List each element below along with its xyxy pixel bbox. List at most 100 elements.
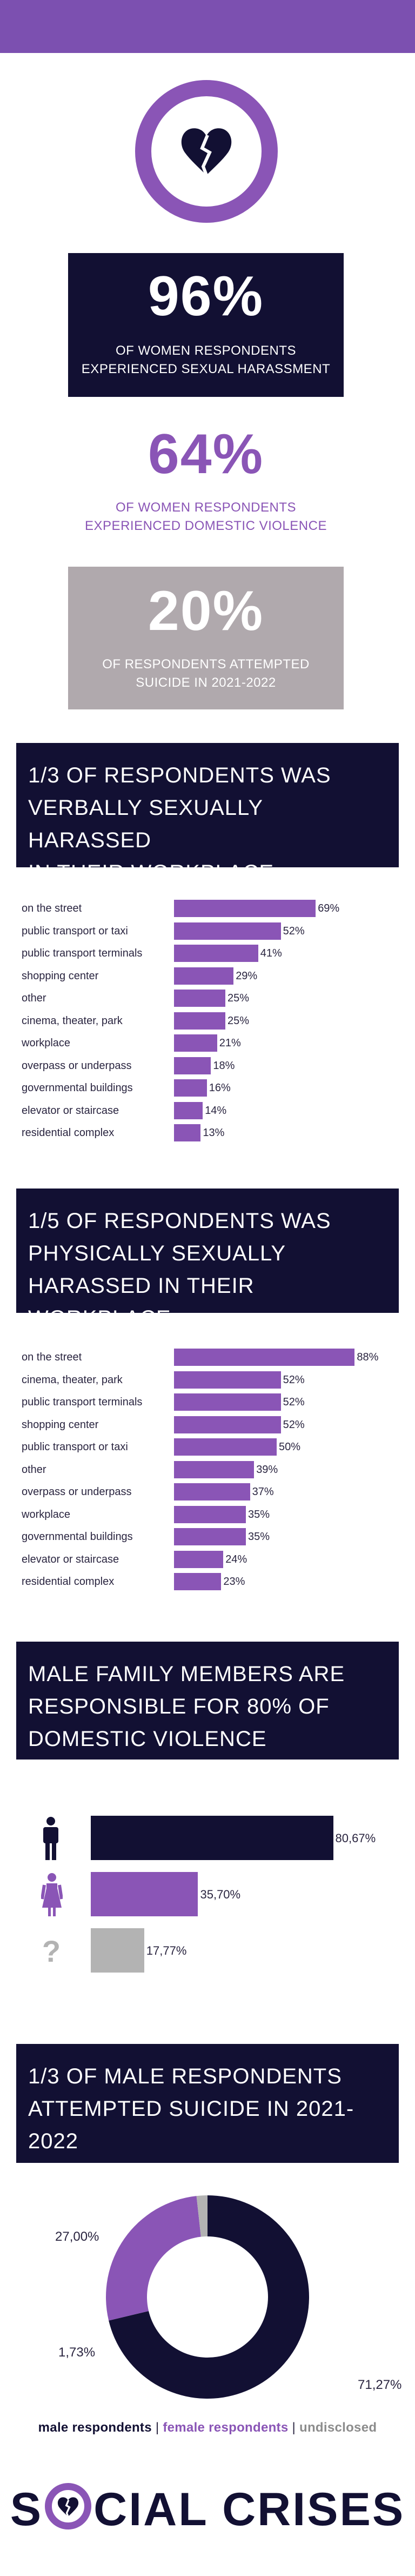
- bar-row: workplace 35%: [16, 1504, 399, 1525]
- stat-value: 96%: [148, 265, 264, 328]
- bar: [174, 1505, 246, 1523]
- bar-value-label: 52%: [283, 1418, 305, 1431]
- bar: [91, 1816, 333, 1860]
- bar-value-label: 18%: [213, 1059, 235, 1072]
- bar-value-label: 23%: [223, 1576, 245, 1588]
- stat-caption-line: EXPERIENCED SEXUAL HARASSMENT: [81, 362, 331, 376]
- bar-category-label: cinema, theater, park: [22, 1014, 123, 1027]
- bar: [174, 900, 316, 917]
- bar-value-label: 41%: [260, 947, 282, 959]
- bar-category-label: elevator or staircase: [22, 1553, 119, 1565]
- legend-undisclosed: undisclosed: [299, 2420, 377, 2435]
- stat-suicide-attempt: 20% OF RESPONDENTS ATTEMPTED SUICIDE IN …: [68, 567, 344, 709]
- heading-domestic-violence: MALE FAMILY MEMBERS ARE RESPONSIBLE FOR …: [16, 1642, 399, 1760]
- verbal-harassment-bar-chart: on the street 69% public transport or taxi…: [16, 898, 399, 1146]
- bar-category-label: other: [22, 992, 46, 1004]
- heading-line: DOMESTIC VIOLENCE: [28, 1727, 267, 1751]
- bar-row: overpass or underpass 18%: [16, 1055, 399, 1077]
- bar-category-label: elevator or staircase: [22, 1104, 119, 1117]
- perpetrator-row-female: 35,70%: [0, 1872, 415, 1916]
- heading-line: ATTEMPTED SUICIDE IN 2021-: [28, 2097, 354, 2121]
- bar: [174, 1483, 250, 1501]
- bar-row: public transport terminals 52%: [16, 1391, 399, 1413]
- bar: [174, 967, 234, 985]
- bar: [174, 1057, 211, 1074]
- heading-line: PHYSICALLY SEXUALLY: [28, 1241, 286, 1265]
- bar-category-label: shopping center: [22, 970, 99, 982]
- heading-line: 1/5 OF RESPONDENTS WAS: [28, 1209, 331, 1233]
- bar-value-label: 29%: [236, 970, 258, 982]
- bar: [91, 1872, 198, 1916]
- stat-domestic-violence: 64% OF WOMEN RESPONDENTS EXPERIENCED DOM…: [68, 420, 344, 545]
- bar-value-label: 69%: [318, 902, 340, 914]
- brand-text-right: CIAL CRISES: [93, 2484, 405, 2535]
- bar-category-label: on the street: [22, 1351, 82, 1363]
- bar: [174, 1416, 281, 1433]
- bar-row: residential complex 23%: [16, 1571, 399, 1592]
- bar-category-label: shopping center: [22, 1418, 99, 1431]
- legend-male: male respondents: [38, 2420, 152, 2435]
- bar-row: shopping center 29%: [16, 965, 399, 987]
- bar-value-label: 80,67%: [335, 1831, 376, 1845]
- bar-value-label: 52%: [283, 1396, 305, 1408]
- perpetrator-row-male: 80,67%: [0, 1816, 415, 1860]
- donut-slice: [106, 2196, 201, 2321]
- bar: [174, 1101, 203, 1119]
- bar-category-label: governmental buildings: [22, 1531, 133, 1543]
- bar: [91, 1928, 144, 1973]
- bar: [174, 990, 225, 1007]
- legend-female: female respondents: [163, 2420, 289, 2435]
- bar-category-label: other: [22, 1463, 46, 1476]
- female-person-icon: [41, 1873, 63, 1916]
- bar: [174, 1528, 246, 1545]
- bar-value-label: 13%: [203, 1127, 225, 1139]
- bar-value-label: 52%: [283, 925, 305, 937]
- donut-value-label: 1,73%: [58, 2345, 95, 2360]
- heading-line: MALE FAMILY MEMBERS ARE: [28, 1662, 345, 1686]
- bar: [174, 1550, 224, 1568]
- bar-value-label: 25%: [227, 1014, 250, 1027]
- stat-value: 64%: [148, 423, 264, 486]
- bar-row: cinema, theater, park 52%: [16, 1369, 399, 1391]
- bar-category-label: public transport terminals: [22, 947, 143, 959]
- bar: [174, 1034, 217, 1052]
- heading-verbal-harassment: 1/3 OF RESPONDENTS WAS VERBALLY SEXUALLY…: [16, 743, 399, 885]
- broken-heart-icon: [57, 2497, 79, 2517]
- stat-caption-line: OF RESPONDENTS ATTEMPTED: [102, 657, 310, 672]
- question-mark-icon: ?: [43, 1935, 59, 1967]
- bar-row: public transport or taxi 52%: [16, 920, 399, 942]
- suicide-donut-chart: 71,27% 27,00% 1,73%: [55, 2195, 401, 2399]
- bar-category-label: workplace: [22, 1037, 71, 1049]
- bar-row: residential complex 13%: [16, 1122, 399, 1144]
- bar-category-label: public transport or taxi: [22, 925, 128, 937]
- stat-sexual-harassment: 96% OF WOMEN RESPONDENTS EXPERIENCED SEX…: [68, 253, 344, 397]
- bar-category-label: public transport terminals: [22, 1396, 143, 1408]
- bar-value-label: 21%: [219, 1037, 241, 1049]
- bar-category-label: governmental buildings: [22, 1082, 133, 1094]
- bar-value-label: 52%: [283, 1373, 305, 1386]
- top-banner: [0, 0, 415, 53]
- male-person-icon: [43, 1817, 58, 1860]
- donut-value-label: 27,00%: [55, 2229, 99, 2244]
- bar-category-label: on the street: [22, 902, 82, 914]
- heading-physical-harassment: 1/5 OF RESPONDENTS WAS PHYSICALLY SEXUAL…: [16, 1189, 399, 1330]
- bar-row: on the street 69%: [16, 898, 399, 919]
- heading-line: RESPONSIBLE FOR 80% OF: [28, 1695, 330, 1718]
- brand-heart-o: [45, 2483, 92, 2529]
- bar: [174, 945, 258, 962]
- bar-value-label: 16%: [209, 1082, 231, 1094]
- bar-row: other 39%: [16, 1459, 399, 1480]
- bar: [174, 1393, 281, 1411]
- donut-slice: [109, 2195, 309, 2399]
- bar: [174, 1371, 281, 1389]
- stat-caption-line: SUICIDE IN 2021-2022: [136, 675, 276, 690]
- bar-row: public transport or taxi 50%: [16, 1436, 399, 1458]
- bar: [174, 922, 281, 940]
- bar-row: governmental buildings 35%: [16, 1526, 399, 1548]
- bar-category-label: workplace: [22, 1508, 71, 1521]
- stat-value: 20%: [148, 580, 264, 642]
- heading-line: 1/3 OF RESPONDENTS WAS: [28, 763, 331, 787]
- bar-value-label: 17,77%: [146, 1944, 187, 1957]
- bar-value-label: 39%: [256, 1463, 278, 1476]
- bar-row: on the street 88%: [16, 1346, 399, 1368]
